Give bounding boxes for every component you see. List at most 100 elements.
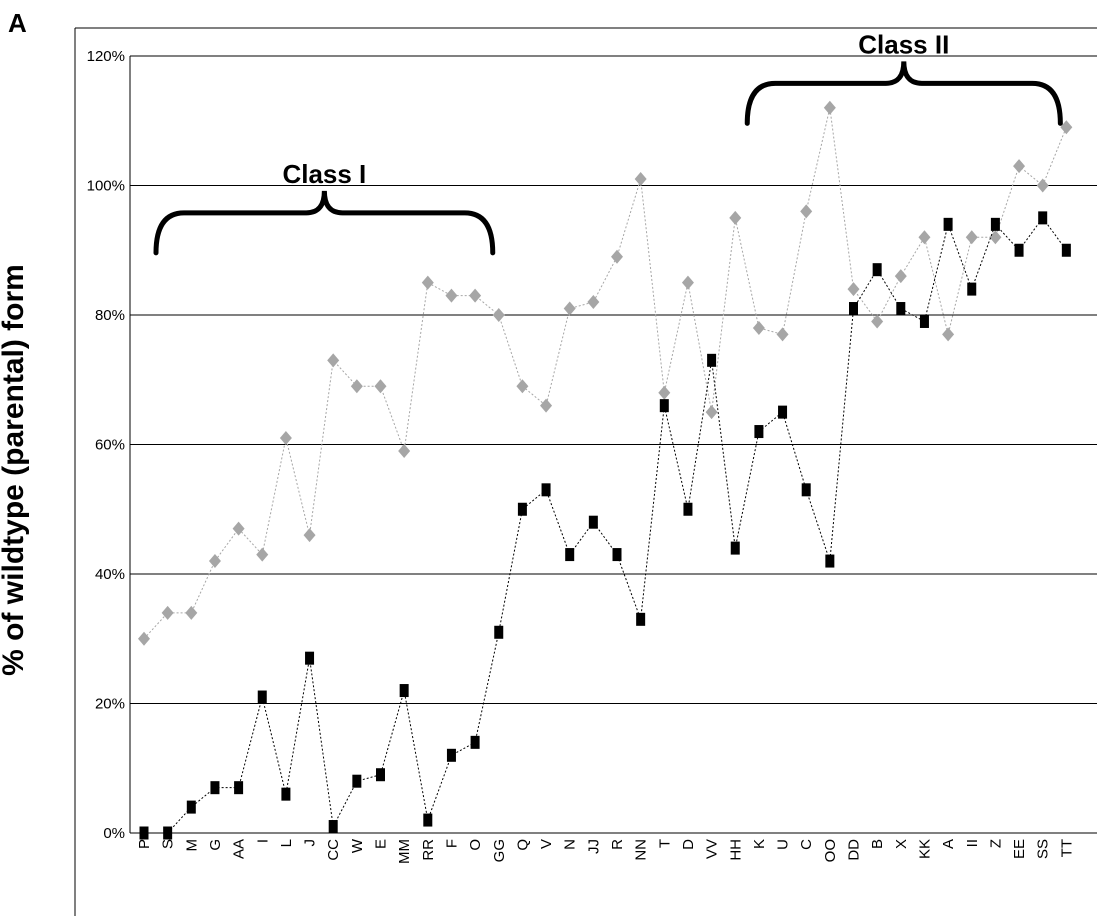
point-1-E (374, 379, 387, 394)
point-1-CC (327, 353, 340, 368)
x-tick-T: T (656, 839, 673, 848)
point-2-MM (399, 684, 409, 698)
y-tick-100%: 100% (87, 178, 125, 195)
series-1-line (143, 107, 1067, 640)
x-tick-J: J (302, 839, 319, 847)
point-2-SS (1038, 211, 1048, 225)
point-1-TT (1060, 120, 1073, 135)
point-1-L (279, 431, 292, 446)
x-tick-EE: EE (1011, 839, 1028, 859)
point-2-U (778, 405, 788, 419)
x-tick-CC: CC (325, 839, 342, 861)
point-1-NN (634, 172, 647, 187)
point-1-S (161, 605, 174, 620)
point-2-II (967, 282, 977, 296)
gridlines (130, 55, 1097, 834)
point-1-F (445, 288, 458, 303)
y-tick-20%: 20% (95, 696, 125, 713)
point-1-A (942, 327, 955, 342)
x-tick-SS: SS (1035, 839, 1052, 859)
x-tick-G: G (207, 839, 224, 851)
annotation-2: Class II (858, 29, 949, 59)
x-tick-II: II (964, 839, 981, 847)
point-1-U (776, 327, 789, 342)
x-tick-F: F (443, 839, 460, 848)
y-tick-60%: 60% (95, 437, 125, 454)
x-tick-JJ: JJ (585, 839, 602, 854)
point-1-DD (847, 282, 860, 297)
point-2-S (163, 826, 173, 840)
point-1-N (563, 301, 576, 316)
point-2-F (446, 748, 456, 762)
point-1-R (611, 249, 623, 264)
plot-frame (74, 27, 1097, 916)
point-2-N (565, 548, 575, 562)
point-2-AA (234, 781, 244, 795)
x-tick-K: K (751, 839, 768, 849)
point-2-J (305, 651, 315, 665)
point-2-Q (517, 502, 527, 516)
point-1-GG (492, 308, 505, 322)
point-1-T (658, 385, 671, 400)
point-1-RR (421, 275, 434, 290)
x-tick-GG: GG (491, 839, 508, 862)
x-tick-V: V (538, 839, 555, 849)
point-2-A (943, 217, 953, 231)
x-tick-O: O (467, 839, 484, 851)
x-tick-U: U (775, 839, 792, 850)
x-tick-S: S (160, 839, 177, 849)
y-tick-40%: 40% (95, 566, 125, 583)
x-tick-Z: Z (987, 839, 1004, 848)
x-tick-MM: MM (396, 839, 413, 864)
x-tick-D: D (680, 839, 697, 850)
point-1-C (800, 204, 813, 219)
point-2-X (896, 302, 906, 316)
point-1-Q (516, 379, 529, 394)
point-2-W (352, 774, 362, 788)
x-tick-Q: Q (514, 839, 531, 851)
point-2-HH (730, 541, 740, 555)
point-2-RR (423, 813, 433, 827)
y-tick-80%: 80% (95, 307, 125, 324)
point-2-Z (990, 217, 1000, 231)
point-1-EE (1013, 159, 1026, 174)
point-2-K (754, 425, 764, 439)
x-tick-labels: P S M G AA I L J CC W E MM RR F O GG Q V N JJ R NN T D VV HH K U C OO… (136, 838, 1075, 864)
point-2-DD (849, 302, 858, 316)
x-tick-C: C (798, 839, 815, 850)
point-2-E (376, 768, 385, 782)
point-1-AA (232, 521, 245, 536)
series-group (138, 100, 1073, 840)
point-1-B (871, 314, 884, 329)
point-1-JJ (587, 295, 600, 310)
point-1-II (965, 230, 978, 245)
x-tick-B: B (869, 839, 886, 849)
point-2-CC (328, 820, 338, 834)
y-tick-0%: 0% (103, 825, 125, 842)
x-tick-TT: TT (1058, 839, 1075, 857)
x-tick-W: W (349, 838, 366, 853)
point-2-VV (707, 353, 717, 367)
point-2-D (683, 502, 693, 516)
point-1-M (185, 605, 198, 620)
x-tick-I: I (254, 839, 271, 843)
point-2-L (281, 787, 291, 801)
point-1-OO (823, 100, 836, 115)
point-1-VV (705, 405, 718, 420)
x-tick-HH: HH (727, 839, 744, 861)
point-1-X (894, 269, 907, 284)
point-2-JJ (588, 515, 598, 529)
point-1-J (303, 528, 316, 543)
point-2-NN (636, 612, 646, 626)
point-2-C (801, 483, 811, 497)
point-2-G (210, 781, 220, 795)
point-2-GG (494, 625, 504, 639)
point-2-M (186, 800, 196, 814)
x-tick-E: E (373, 839, 390, 849)
point-2-KK (919, 314, 929, 328)
x-tick-M: M (183, 839, 200, 852)
point-1-V (540, 398, 553, 413)
point-2-V (541, 483, 551, 497)
series-2-line (144, 217, 1067, 834)
point-1-Z (989, 230, 1002, 245)
